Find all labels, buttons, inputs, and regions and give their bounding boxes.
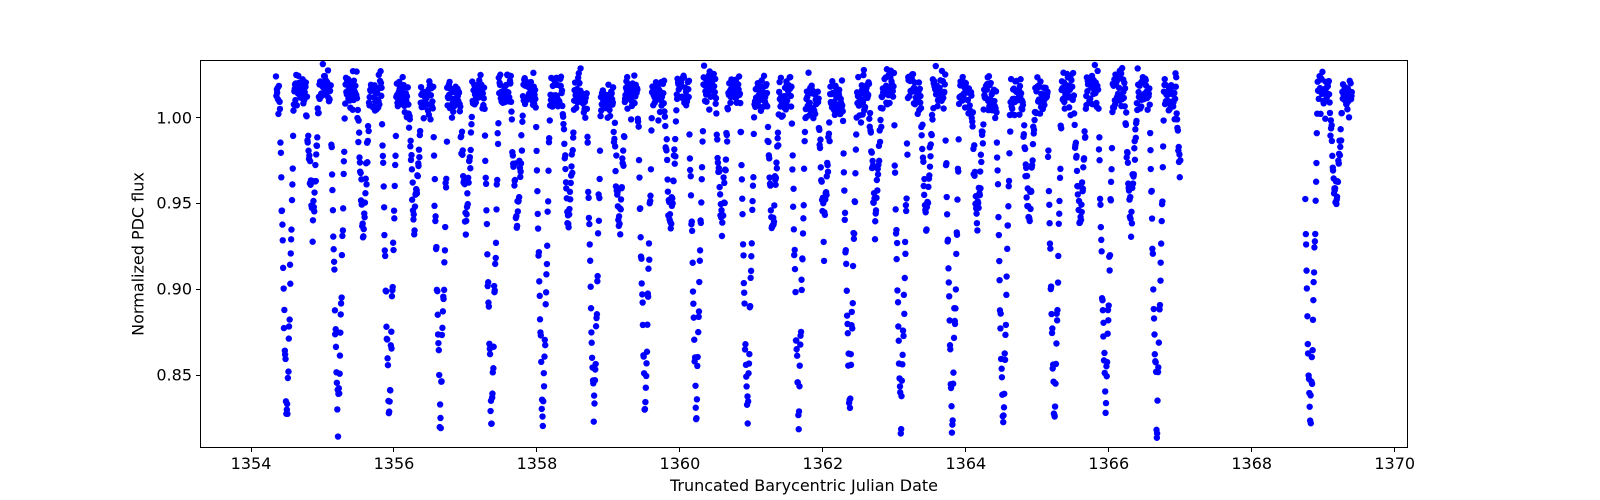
x-tick (679, 447, 680, 452)
x-tick (1251, 447, 1252, 452)
x-tick-label: 1360 (660, 454, 701, 473)
y-tick (196, 203, 201, 204)
x-tick (1394, 447, 1395, 452)
y-tick-label: 0.95 (156, 194, 192, 213)
x-axis-label: Truncated Barycentric Julian Date (670, 476, 938, 495)
plot-area: 1354135613581360136213641366136813700.85… (200, 60, 1408, 448)
y-tick-label: 0.85 (156, 366, 192, 385)
y-tick (196, 375, 201, 376)
y-tick (196, 117, 201, 118)
x-tick-label: 1362 (803, 454, 844, 473)
y-tick (196, 289, 201, 290)
x-tick-label: 1364 (945, 454, 986, 473)
x-tick-label: 1356 (374, 454, 415, 473)
y-axis-label: Normalized PDC flux (129, 172, 148, 336)
x-tick (1108, 447, 1109, 452)
x-tick-label: 1366 (1088, 454, 1129, 473)
x-tick (393, 447, 394, 452)
x-tick (536, 447, 537, 452)
scatter-points (201, 61, 1409, 449)
x-tick (965, 447, 966, 452)
figure: 1354 1356 1358 1360 1362 1364 1366 1368 1370 0.85… (0, 0, 1600, 500)
y-tick-label: 1.00 (156, 108, 192, 127)
x-tick-label: 1368 (1231, 454, 1272, 473)
x-tick-label: 1354 (231, 454, 272, 473)
x-tick-label: 1358 (517, 454, 558, 473)
x-tick (822, 447, 823, 452)
y-tick-label: 0.90 (156, 280, 192, 299)
x-tick (251, 447, 252, 452)
x-tick-label: 1370 (1374, 454, 1415, 473)
